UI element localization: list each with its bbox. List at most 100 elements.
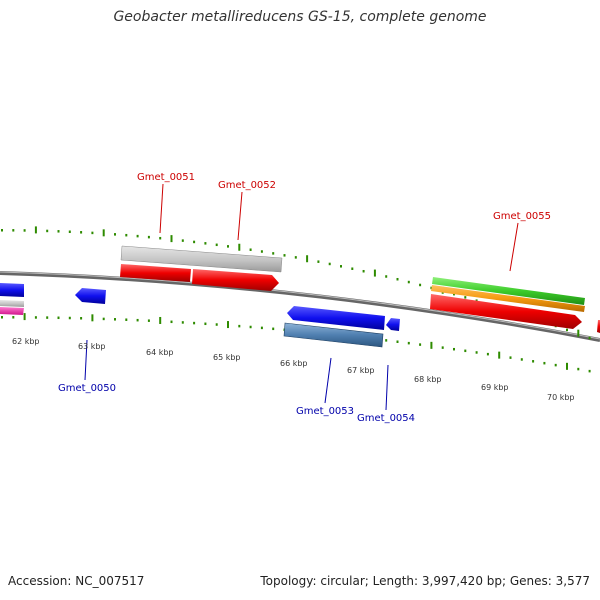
minor-tick bbox=[464, 349, 467, 353]
minor-tick bbox=[351, 267, 354, 270]
minor-tick bbox=[588, 369, 591, 373]
minor-tick bbox=[543, 361, 546, 365]
major-tick bbox=[577, 329, 580, 337]
minor-tick bbox=[407, 280, 410, 284]
minor-tick bbox=[509, 356, 512, 359]
minor-tick bbox=[464, 296, 467, 299]
gene-feature-gmet-0050[interactable] bbox=[75, 288, 106, 304]
minor-tick bbox=[114, 233, 116, 236]
minor-tick bbox=[385, 339, 388, 342]
minor-tick bbox=[1, 229, 3, 232]
major-tick bbox=[159, 316, 162, 324]
minor-tick bbox=[554, 363, 557, 367]
minor-tick bbox=[80, 231, 83, 234]
minor-tick bbox=[136, 318, 139, 322]
minor-tick bbox=[68, 316, 71, 320]
minor-tick bbox=[272, 327, 275, 331]
minor-tick bbox=[57, 230, 60, 233]
major-tick bbox=[91, 314, 94, 322]
gene-feature-green[interactable] bbox=[432, 277, 585, 305]
scale-label-67: 67 kbp bbox=[347, 366, 375, 375]
minor-tick bbox=[46, 316, 49, 319]
minor-tick bbox=[193, 321, 196, 325]
minor-tick bbox=[566, 328, 568, 332]
major-tick bbox=[430, 341, 433, 349]
minor-tick bbox=[12, 316, 15, 319]
major-tick bbox=[102, 229, 105, 237]
major-tick bbox=[373, 269, 376, 277]
gene-label-gmet-0053[interactable]: Gmet_0053 bbox=[296, 406, 354, 417]
minor-tick bbox=[215, 243, 218, 247]
minor-tick bbox=[272, 252, 275, 255]
gene-feature-orange[interactable] bbox=[431, 285, 585, 312]
minor-tick bbox=[159, 236, 162, 240]
minor-tick bbox=[249, 248, 252, 251]
gene-label-gmet-0050[interactable]: Gmet_0050 bbox=[58, 383, 116, 394]
major-tick bbox=[498, 351, 501, 359]
major-tick bbox=[566, 362, 568, 370]
gene-feature-blue-left[interactable] bbox=[0, 283, 24, 297]
gene-feature-steel[interactable] bbox=[283, 322, 384, 348]
minor-tick bbox=[396, 340, 399, 343]
scale-label-63: 63 kbp bbox=[78, 342, 106, 351]
minor-tick bbox=[260, 250, 263, 253]
minor-tick bbox=[294, 256, 297, 259]
minor-tick bbox=[102, 317, 105, 321]
scale-label-68: 68 kbp bbox=[414, 375, 442, 384]
scale-label-62: 62 kbp bbox=[12, 337, 40, 346]
minor-tick bbox=[204, 322, 207, 326]
gene-feature-gmet-0052[interactable] bbox=[192, 269, 279, 291]
gene-feature-gray[interactable] bbox=[120, 245, 283, 273]
gene-label-gmet-0052[interactable]: Gmet_0052 bbox=[218, 180, 276, 191]
minor-tick bbox=[46, 229, 49, 233]
scale-label-69: 69 kbp bbox=[481, 383, 509, 392]
gene-label-gmet-0054[interactable]: Gmet_0054 bbox=[357, 413, 415, 424]
minor-tick bbox=[238, 324, 241, 328]
minor-tick bbox=[419, 343, 422, 346]
scale-labels: 62 kbp 63 kbp 64 kbp 65 kbp 66 kbp 67 kb… bbox=[12, 337, 575, 402]
gene-labels: Gmet_0051 Gmet_0052 Gmet_0055 Gmet_0050 … bbox=[58, 172, 551, 424]
gene-feature-red-edge[interactable] bbox=[597, 320, 600, 333]
minor-tick bbox=[283, 254, 286, 257]
minor-tick bbox=[249, 325, 252, 329]
accession-text: Accession: NC_007517 bbox=[8, 574, 145, 588]
minor-tick bbox=[193, 240, 196, 244]
minor-tick bbox=[260, 326, 263, 330]
minor-tick bbox=[125, 233, 128, 237]
minor-tick bbox=[453, 347, 455, 351]
major-tick bbox=[238, 243, 241, 251]
minor-tick bbox=[588, 336, 591, 340]
minor-tick bbox=[34, 316, 37, 319]
major-tick bbox=[306, 255, 309, 263]
minor-tick bbox=[215, 323, 218, 326]
minor-tick bbox=[441, 346, 444, 349]
major-tick bbox=[227, 321, 229, 329]
minor-tick bbox=[1, 316, 3, 319]
gene-label-gmet-0055[interactable]: Gmet_0055 bbox=[493, 211, 551, 222]
scale-label-64: 64 kbp bbox=[146, 348, 174, 357]
minor-tick bbox=[181, 321, 184, 324]
gene-feature-magenta[interactable] bbox=[0, 307, 24, 315]
minor-tick bbox=[407, 341, 410, 345]
genome-backbone bbox=[0, 271, 600, 342]
map-title: Geobacter metallireducens GS-15, complet… bbox=[113, 9, 487, 25]
outer-tick-ring bbox=[1, 226, 591, 340]
gene-feature-gmet-0051[interactable] bbox=[120, 264, 191, 282]
scale-label-66: 66 kbp bbox=[280, 359, 308, 368]
gene-feature-gmet-0054[interactable] bbox=[386, 318, 400, 331]
minor-tick bbox=[227, 245, 229, 248]
forward-strand-genes bbox=[120, 245, 600, 333]
gene-feature-gray-small[interactable] bbox=[0, 300, 24, 307]
minor-tick bbox=[136, 234, 139, 238]
minor-tick bbox=[114, 318, 116, 321]
minor-tick bbox=[430, 286, 433, 290]
minor-tick bbox=[577, 367, 580, 371]
gene-label-gmet-0051[interactable]: Gmet_0051 bbox=[137, 172, 195, 183]
minor-tick bbox=[181, 239, 184, 242]
minor-tick bbox=[91, 231, 94, 235]
gene-feature-gmet-0053[interactable] bbox=[287, 306, 385, 330]
major-tick bbox=[34, 226, 37, 234]
scale-label-70: 70 kbp bbox=[547, 393, 575, 402]
minor-tick bbox=[125, 318, 128, 321]
gene-feature-gmet-0055[interactable] bbox=[430, 294, 582, 329]
